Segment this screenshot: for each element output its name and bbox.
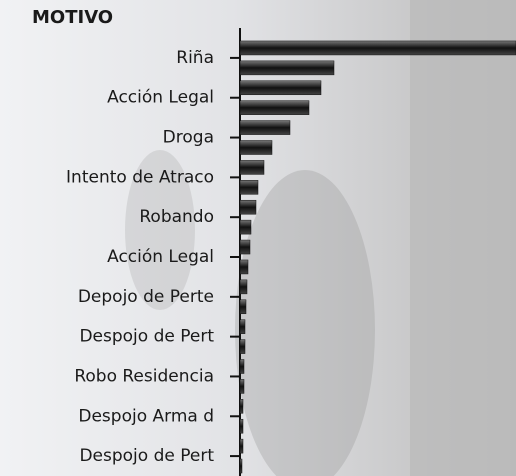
bar xyxy=(239,359,245,374)
bar xyxy=(239,299,247,315)
y-tick-label: Intento de Atraco xyxy=(66,167,214,187)
bar xyxy=(239,339,246,354)
bar xyxy=(239,279,248,295)
y-tick-label: Despojo de Pert xyxy=(79,446,214,466)
bar xyxy=(239,399,244,414)
bar xyxy=(239,160,265,175)
y-tick-label: Despojo de Pert xyxy=(79,327,214,347)
bar xyxy=(239,180,259,195)
chart-title: MOTIVO xyxy=(32,7,113,28)
bar xyxy=(239,140,273,155)
background-figure xyxy=(125,150,195,310)
bar xyxy=(239,458,243,474)
bar xyxy=(239,219,252,235)
bar xyxy=(239,80,322,96)
bar xyxy=(239,199,257,215)
background-wall xyxy=(410,0,516,476)
y-tick-label: Acción Legal xyxy=(107,88,214,108)
bar xyxy=(239,60,335,76)
bar xyxy=(239,120,291,135)
y-tick-label: Robo Residencia xyxy=(74,366,214,386)
y-tick-label: Droga xyxy=(163,128,214,148)
bar xyxy=(239,418,244,434)
y-tick-label: Acción Legal xyxy=(107,247,214,267)
bar xyxy=(239,100,310,115)
y-tick-label: Despojo Arma d xyxy=(78,406,214,426)
bar xyxy=(239,379,245,394)
bar xyxy=(239,40,516,56)
y-tick-label: Depojo de Perte xyxy=(78,287,214,307)
bar xyxy=(239,319,246,334)
bar xyxy=(239,438,244,454)
bar xyxy=(239,239,251,255)
y-tick-label: Riña xyxy=(176,48,214,68)
y-tick-label: Robando xyxy=(139,207,214,227)
background-figure xyxy=(235,170,375,476)
bar xyxy=(239,259,249,275)
